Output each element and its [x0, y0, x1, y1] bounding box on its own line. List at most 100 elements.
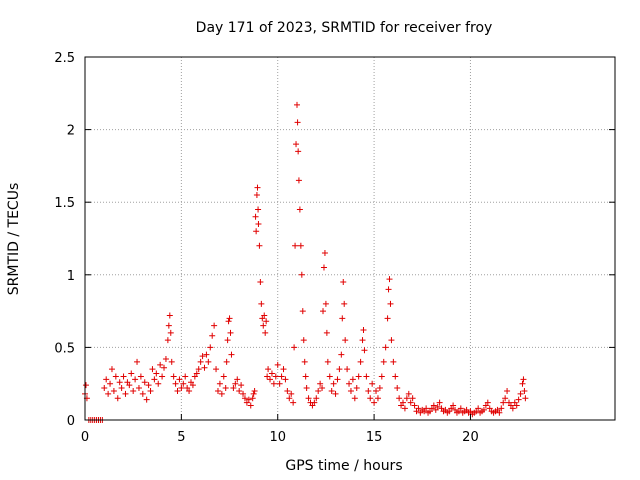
data-point	[339, 315, 346, 322]
data-point	[268, 370, 275, 377]
data-point	[227, 329, 234, 336]
data-point	[295, 148, 302, 155]
data-point	[355, 373, 362, 380]
data-point	[290, 399, 297, 406]
data-point	[216, 380, 223, 387]
data-point	[135, 385, 142, 392]
y-tick-label: 1.5	[54, 196, 75, 211]
data-point	[143, 396, 150, 403]
data-point	[317, 380, 324, 387]
data-point	[120, 373, 127, 380]
data-point	[294, 119, 301, 126]
x-tick-label: 10	[269, 430, 286, 445]
data-point	[170, 373, 177, 380]
data-point	[224, 337, 231, 344]
y-axis-label: SRMTID / TECUs	[6, 183, 22, 296]
data-point	[139, 390, 146, 397]
data-point	[299, 308, 306, 315]
data-point	[344, 366, 351, 373]
data-point	[223, 358, 230, 365]
data-point	[189, 382, 196, 389]
data-point	[228, 351, 235, 358]
x-axis-label: GPS time / hours	[285, 458, 402, 474]
data-point	[256, 242, 263, 249]
grid	[85, 57, 615, 420]
data-point	[415, 405, 422, 412]
data-point	[293, 141, 300, 148]
chart-title: Day 171 of 2023, SRMTID for receiver fro…	[196, 20, 493, 36]
data-point	[122, 390, 129, 397]
data-point	[240, 390, 247, 397]
y-tick-label: 1	[67, 269, 75, 284]
data-point	[392, 373, 399, 380]
data-point	[423, 405, 430, 412]
plot-frame	[84, 56, 616, 421]
data-point	[430, 402, 437, 409]
data-point	[323, 329, 330, 336]
data-point	[295, 177, 302, 184]
data-point	[167, 329, 174, 336]
data-point	[149, 366, 156, 373]
y-tick-label: 0	[67, 414, 75, 429]
data-point	[380, 358, 387, 365]
data-point	[241, 395, 248, 402]
data-point	[367, 395, 374, 402]
data-point	[225, 318, 232, 325]
data-point	[321, 250, 328, 257]
data-point	[261, 312, 268, 319]
data-point	[519, 380, 526, 387]
data-point	[161, 364, 168, 371]
data-point	[276, 380, 283, 387]
data-point	[521, 387, 528, 394]
data-point	[178, 385, 185, 392]
data-point	[253, 228, 260, 235]
y-tick-label: 2.5	[54, 51, 75, 66]
data-point	[504, 387, 511, 394]
x-tick-label: 15	[366, 430, 383, 445]
data-point	[500, 399, 507, 406]
data-point	[270, 380, 277, 387]
data-point	[341, 300, 348, 307]
data-point	[101, 385, 108, 392]
data-point	[357, 358, 364, 365]
data-point	[112, 373, 119, 380]
data-point	[141, 379, 148, 386]
data-point	[180, 380, 187, 387]
data-point	[222, 385, 229, 392]
data-point	[157, 361, 164, 368]
data-point	[118, 385, 125, 392]
data-point	[110, 387, 117, 394]
data-point	[220, 373, 227, 380]
data-point	[371, 399, 378, 406]
data-point	[116, 379, 123, 386]
data-point	[509, 405, 516, 412]
data-point	[284, 387, 291, 394]
data-point	[326, 373, 333, 380]
data-point	[130, 387, 137, 394]
data-point	[502, 395, 509, 402]
data-point	[373, 387, 380, 394]
data-point	[376, 385, 383, 392]
data-point	[522, 395, 529, 402]
data-point	[263, 318, 270, 325]
data-point	[347, 387, 354, 394]
data-point	[209, 332, 216, 339]
data-point	[382, 344, 389, 351]
data-point	[162, 356, 169, 363]
data-point	[301, 358, 308, 365]
data-point	[322, 300, 329, 307]
data-point	[211, 322, 218, 329]
data-point	[480, 406, 487, 413]
data-point	[324, 358, 331, 365]
data-point	[272, 373, 279, 380]
data-point	[108, 366, 115, 373]
data-point	[128, 370, 135, 377]
data-point	[313, 395, 320, 402]
data-point	[137, 373, 144, 380]
data-point	[374, 395, 381, 402]
data-point	[203, 351, 210, 358]
data-point	[230, 385, 237, 392]
data-point	[496, 409, 503, 416]
data-point	[475, 405, 482, 412]
data-point	[153, 370, 160, 377]
